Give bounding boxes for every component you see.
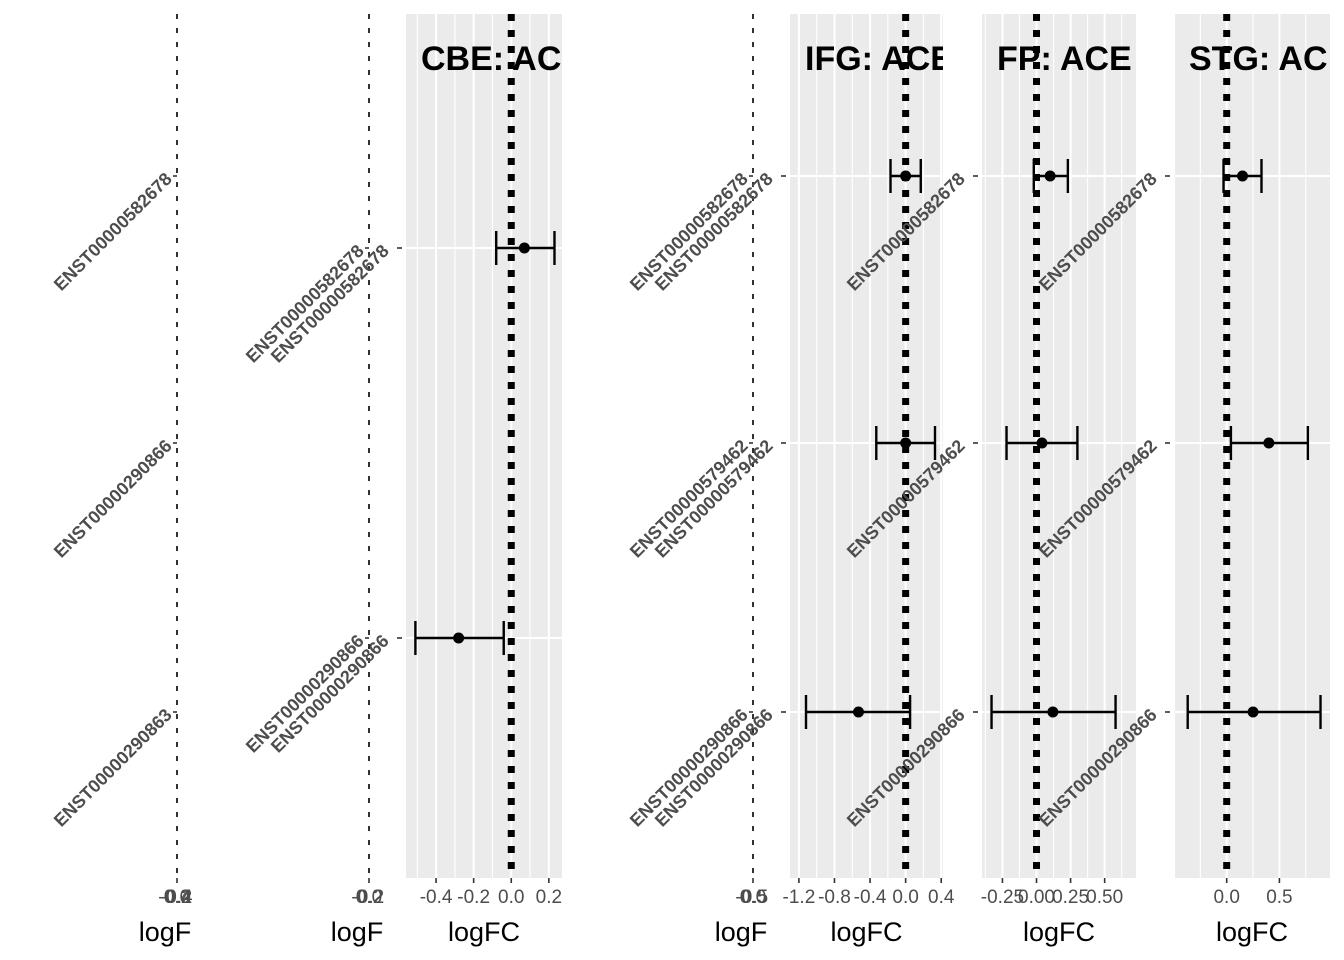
- x-tick-label: 0.50: [1086, 887, 1123, 908]
- x-tick-label: 0.2: [357, 887, 383, 908]
- panel-background: [1174, 14, 1330, 878]
- x-tick-label: 0.0: [356, 887, 382, 908]
- x-tick-label: 0.00: [1018, 887, 1055, 908]
- x-tick-label: 0.0: [740, 887, 766, 908]
- estimate-point-ENST00000582678: [518, 242, 530, 254]
- panel-background: [790, 14, 943, 878]
- y-tick-label: ENST00000582678: [242, 241, 368, 367]
- panel-title: STG: AC: [1189, 40, 1328, 78]
- x-tick-label: 0.0: [498, 887, 524, 908]
- estimate-point-ENST00000582678: [1237, 170, 1249, 182]
- x-tick-label: -0.8: [818, 887, 851, 908]
- x-tick-label: -0.4: [420, 887, 453, 908]
- y-tick-label: ENST00000290866: [267, 631, 393, 757]
- x-axis-title: logFC: [448, 917, 520, 947]
- x-tick-label: -0.4: [854, 887, 887, 908]
- x-tick-label: 0.5: [741, 887, 767, 908]
- x-tick-label: -0.2: [159, 887, 192, 908]
- estimate-point-ENST00000582678: [1044, 170, 1056, 182]
- estimate-point-ENST00000290866: [852, 706, 864, 718]
- y-tick-label: ENST00000290866: [651, 705, 777, 831]
- panel-p2: ENST00000582678 ENST00000290866 CBE: AC -0.…: [267, 14, 562, 947]
- x-axis-title: logF: [715, 917, 768, 947]
- panel-p1: ENST00000582678 ENST00000290866 -0.20.00.2…: [242, 14, 384, 947]
- x-tick-label: -0.2: [457, 887, 490, 908]
- estimate-point-ENST00000582678: [900, 170, 912, 182]
- y-tick-label: ENST00000290863: [50, 705, 176, 831]
- y-tick-label: ENST00000579462: [626, 436, 752, 562]
- panel-title: CBE: AC: [421, 40, 561, 78]
- y-tick-label: ENST00000582678: [267, 241, 393, 367]
- x-axis-title: logFC: [1023, 917, 1095, 947]
- y-tick-label: ENST00000290866: [626, 705, 752, 831]
- estimate-point-ENST00000290866: [1247, 706, 1259, 718]
- plot-area: CBE: AC: [406, 14, 562, 878]
- x-tick-label: -0.25: [981, 887, 1024, 908]
- panel-title: FP: ACE: [997, 40, 1132, 78]
- x-axis-title: logFC: [830, 917, 902, 947]
- x-tick-label: -0.4: [158, 887, 191, 908]
- x-tick-label: 0.0: [164, 887, 190, 908]
- x-tick-label: -1.2: [783, 887, 816, 908]
- estimate-point-ENST00000579462: [1263, 437, 1275, 449]
- x-tick-label: 0.0: [892, 887, 918, 908]
- x-tick-label: 0.25: [1052, 887, 1089, 908]
- estimate-point-ENST00000579462: [900, 437, 912, 449]
- estimate-point-ENST00000579462: [1036, 437, 1048, 449]
- y-tick-label: ENST00000579462: [651, 436, 777, 562]
- x-tick-label: 0.2: [165, 887, 191, 908]
- y-tick-label: ENST00000582678: [50, 169, 176, 295]
- x-tick-label: 0.4: [166, 887, 193, 908]
- y-tick-label: ENST00000582678: [626, 169, 752, 295]
- y-tick-label: ENST00000582678: [651, 169, 777, 295]
- plot-area: FP: ACE: [982, 14, 1136, 878]
- panels-layer: ENST00000582678ENST00000290866ENST000002…: [50, 14, 1330, 947]
- panel-p3: ENST00000582678 ENST00000579462 ENST000002…: [626, 14, 768, 947]
- panel-p0: ENST00000582678 ENST00000290866 ENST000002…: [50, 14, 193, 947]
- x-tick-label: 0.0: [1213, 887, 1239, 908]
- x-axis-title: logFC: [1216, 917, 1288, 947]
- panel-title: IFG: ACE: [805, 40, 953, 78]
- x-axis-title: logF: [331, 917, 384, 947]
- x-axis-title: logF: [139, 917, 192, 947]
- estimate-point-ENST00000290866: [1047, 706, 1059, 718]
- plot-area: STG: AC: [1174, 14, 1330, 878]
- plot-area: IFG: ACE: [790, 14, 953, 878]
- estimate-point-ENST00000290866: [453, 632, 465, 644]
- x-tick-label: 0.2: [536, 887, 562, 908]
- panel-background: [406, 14, 562, 878]
- x-tick-label: -0.5: [735, 887, 768, 908]
- x-tick-label: 0.5: [1266, 887, 1292, 908]
- y-tick-label: ENST00000290866: [242, 631, 368, 757]
- y-tick-label: ENST00000290866: [50, 436, 176, 562]
- x-tick-label: -0.2: [351, 887, 384, 908]
- x-tick-label: 0.4: [928, 887, 955, 908]
